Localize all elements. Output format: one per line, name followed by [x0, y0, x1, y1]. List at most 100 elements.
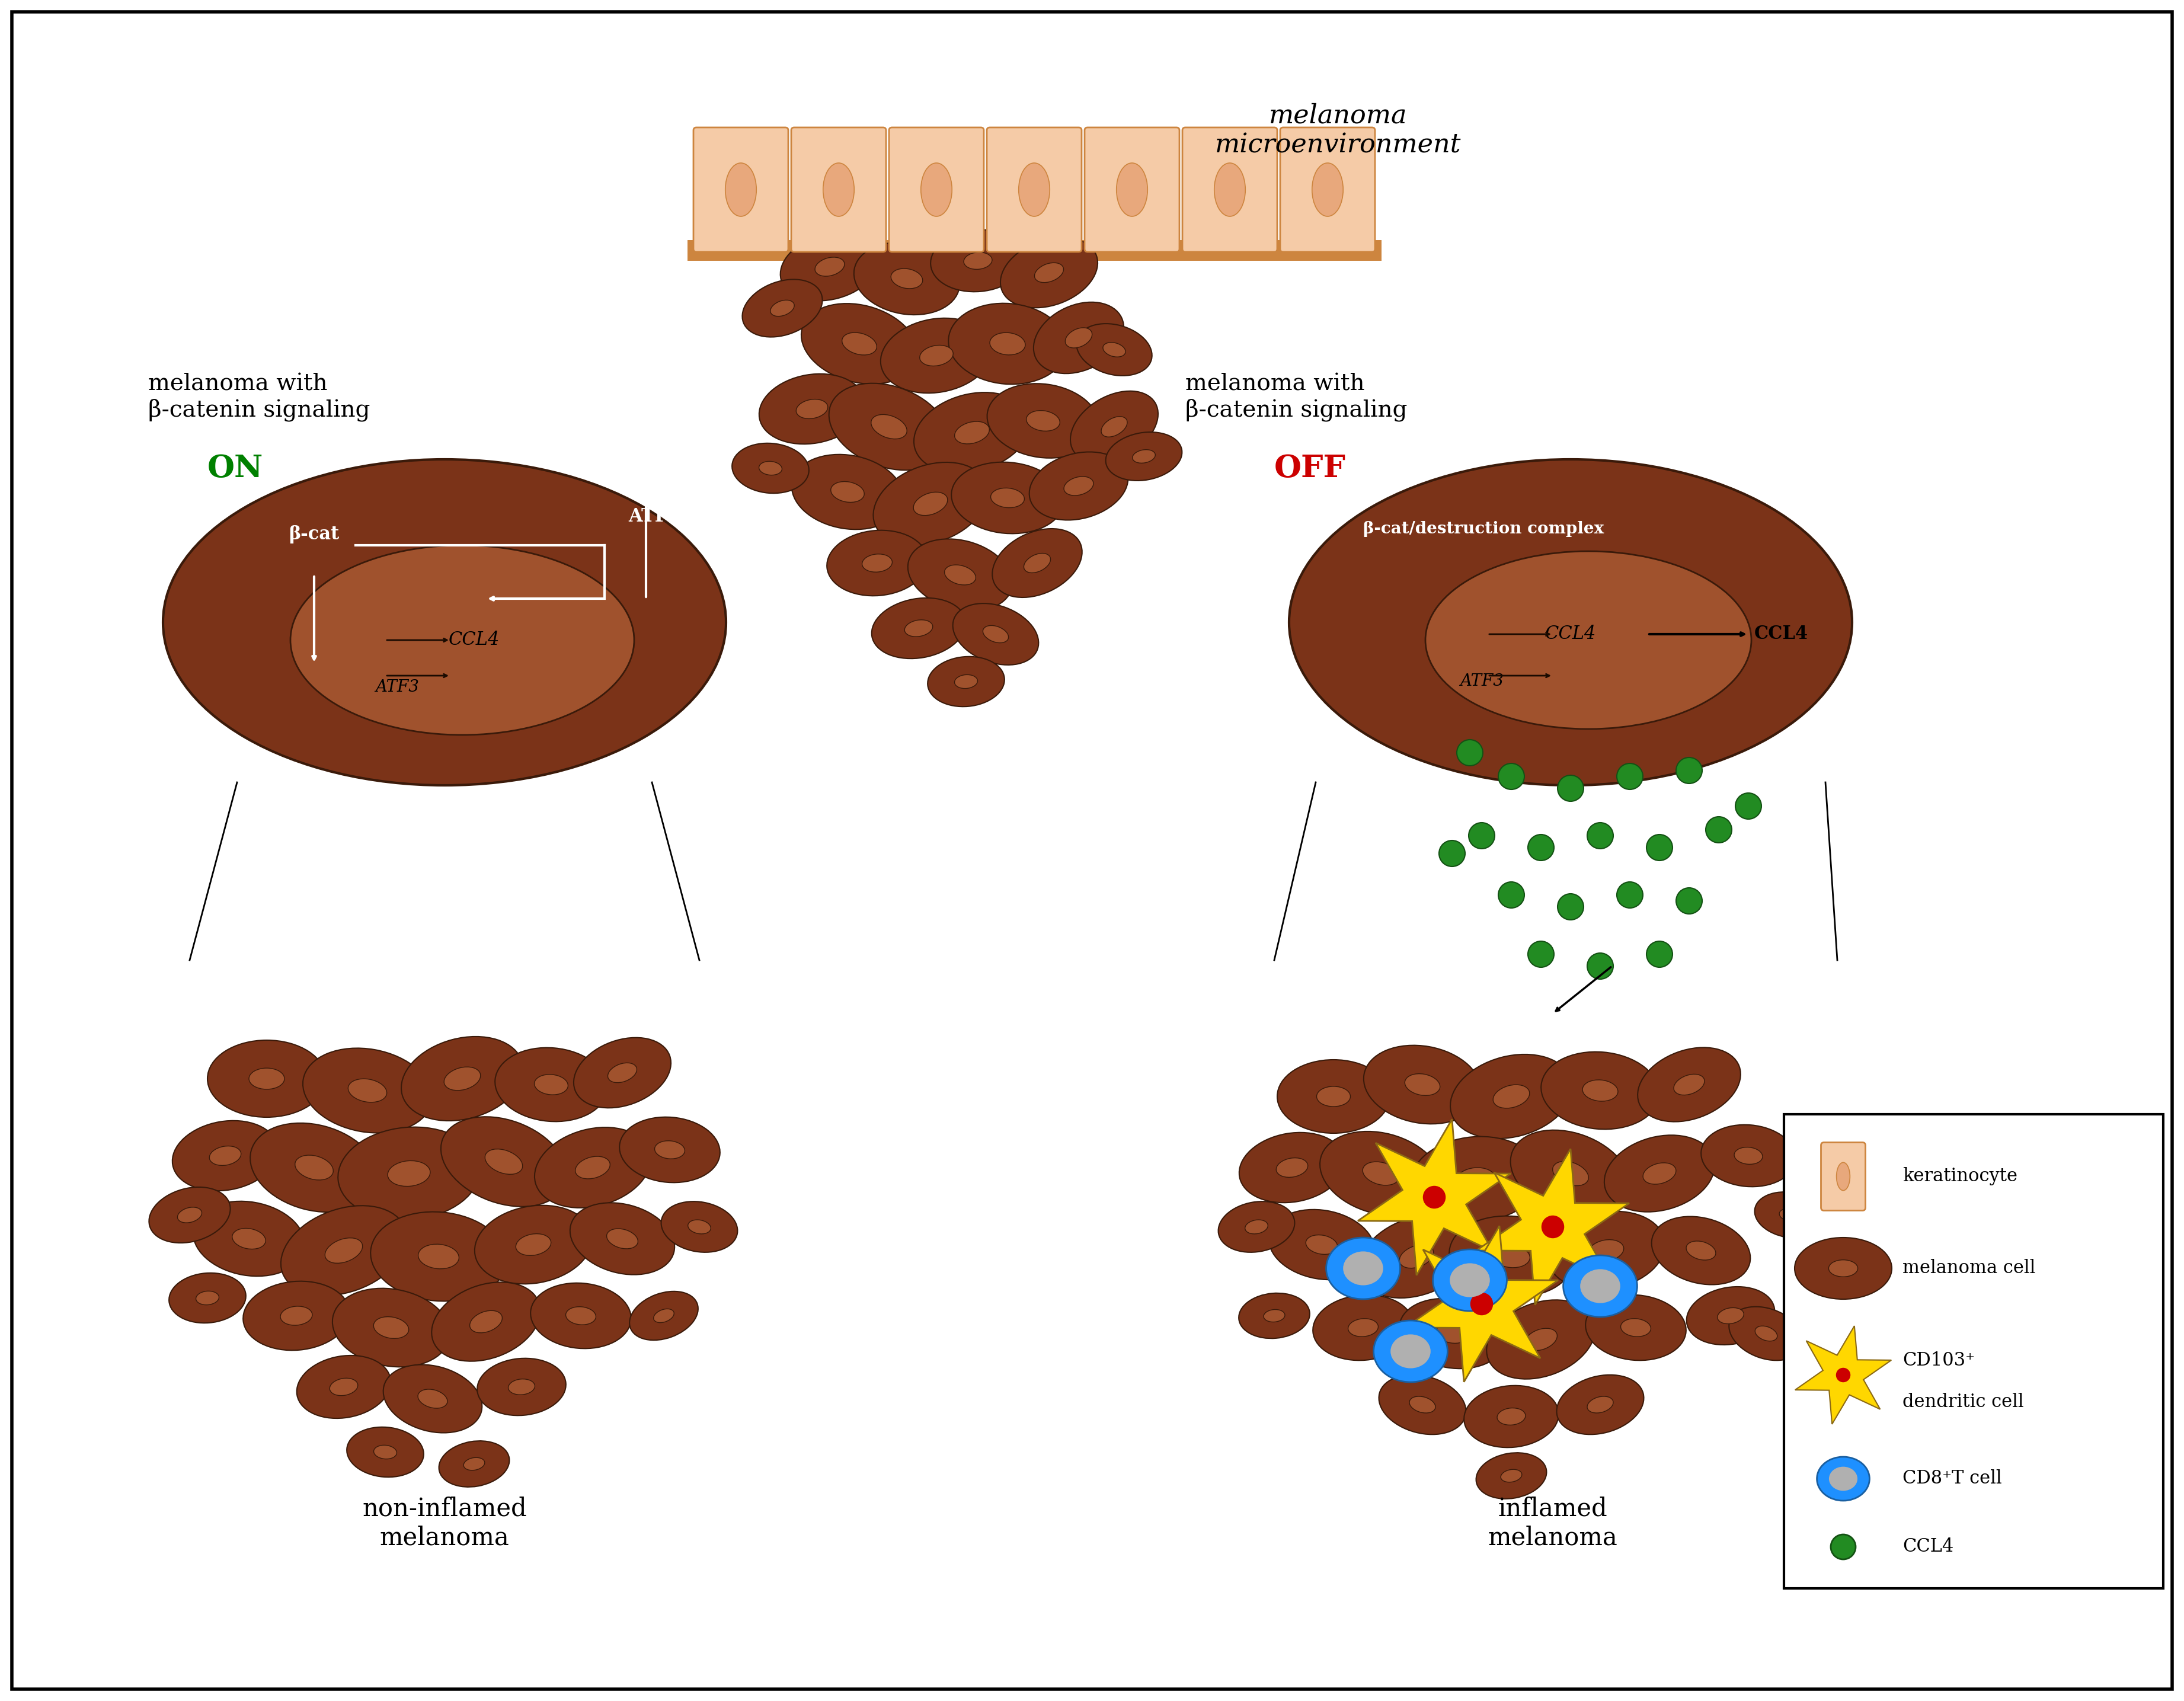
Ellipse shape	[1542, 1216, 1564, 1238]
Ellipse shape	[249, 1068, 284, 1089]
Ellipse shape	[1511, 1129, 1631, 1216]
Ellipse shape	[417, 1390, 448, 1408]
Ellipse shape	[1468, 823, 1494, 849]
Ellipse shape	[443, 1067, 480, 1090]
Ellipse shape	[332, 1288, 450, 1368]
Ellipse shape	[1214, 163, 1245, 216]
Ellipse shape	[1035, 262, 1064, 282]
Ellipse shape	[954, 675, 978, 689]
FancyBboxPatch shape	[1280, 128, 1376, 252]
Ellipse shape	[439, 1441, 509, 1487]
Ellipse shape	[1529, 941, 1555, 968]
Ellipse shape	[574, 1038, 670, 1107]
Ellipse shape	[1817, 1456, 1870, 1500]
Ellipse shape	[1278, 1060, 1389, 1133]
Ellipse shape	[282, 1206, 406, 1296]
Ellipse shape	[1734, 1146, 1762, 1163]
Ellipse shape	[1557, 1374, 1645, 1434]
Ellipse shape	[1583, 1080, 1618, 1101]
Ellipse shape	[1133, 449, 1155, 463]
Text: inflamed
melanoma: inflamed melanoma	[1487, 1497, 1618, 1550]
Ellipse shape	[954, 422, 989, 444]
Ellipse shape	[983, 626, 1009, 643]
Ellipse shape	[1103, 342, 1125, 357]
Ellipse shape	[1463, 1386, 1559, 1448]
Text: ATF3: ATF3	[376, 679, 419, 696]
Ellipse shape	[871, 415, 906, 439]
Ellipse shape	[417, 1243, 459, 1269]
Ellipse shape	[913, 393, 1031, 473]
Ellipse shape	[1717, 1308, 1743, 1323]
Ellipse shape	[1457, 1167, 1496, 1191]
Ellipse shape	[1000, 238, 1099, 308]
Ellipse shape	[325, 1238, 363, 1264]
Ellipse shape	[1616, 764, 1642, 789]
Ellipse shape	[496, 1048, 607, 1121]
Ellipse shape	[1400, 1245, 1433, 1269]
Ellipse shape	[930, 230, 1024, 293]
Ellipse shape	[963, 252, 992, 269]
Ellipse shape	[1101, 417, 1127, 437]
Ellipse shape	[1363, 1046, 1481, 1124]
Ellipse shape	[732, 444, 808, 493]
Ellipse shape	[177, 1208, 201, 1223]
Ellipse shape	[1529, 835, 1555, 861]
Ellipse shape	[242, 1281, 349, 1351]
Ellipse shape	[880, 318, 992, 393]
Ellipse shape	[347, 1078, 387, 1102]
Ellipse shape	[232, 1228, 266, 1249]
Ellipse shape	[1706, 816, 1732, 842]
Ellipse shape	[509, 1380, 535, 1395]
Text: ATF3: ATF3	[629, 507, 679, 526]
FancyBboxPatch shape	[1784, 1114, 2164, 1589]
Ellipse shape	[1105, 432, 1182, 481]
Text: CD103⁺: CD103⁺	[1902, 1351, 1974, 1369]
Ellipse shape	[1219, 1201, 1295, 1252]
Ellipse shape	[1116, 163, 1147, 216]
Ellipse shape	[432, 1283, 539, 1361]
Ellipse shape	[1736, 793, 1762, 820]
FancyBboxPatch shape	[695, 128, 788, 252]
Text: melanoma cell: melanoma cell	[1902, 1259, 2035, 1277]
Ellipse shape	[688, 1220, 710, 1233]
Ellipse shape	[1588, 1397, 1614, 1414]
Ellipse shape	[1675, 888, 1701, 913]
Ellipse shape	[531, 1283, 631, 1349]
Ellipse shape	[1557, 776, 1583, 801]
Ellipse shape	[1358, 1215, 1474, 1298]
Ellipse shape	[1647, 941, 1673, 968]
Ellipse shape	[1269, 1209, 1374, 1279]
Text: dendritic cell: dendritic cell	[1902, 1393, 2025, 1410]
Ellipse shape	[402, 1036, 524, 1121]
Ellipse shape	[948, 303, 1066, 384]
Ellipse shape	[992, 488, 1024, 507]
Ellipse shape	[441, 1118, 566, 1206]
Ellipse shape	[1422, 1186, 1446, 1209]
Ellipse shape	[928, 657, 1005, 706]
Ellipse shape	[197, 1291, 218, 1305]
Text: CCL4: CCL4	[1902, 1538, 1955, 1556]
Ellipse shape	[1245, 1220, 1269, 1233]
Ellipse shape	[1564, 1255, 1638, 1317]
Ellipse shape	[828, 531, 928, 595]
Text: CCL4: CCL4	[1544, 624, 1597, 643]
Ellipse shape	[1500, 1470, 1522, 1482]
Ellipse shape	[173, 1121, 277, 1191]
Ellipse shape	[629, 1291, 699, 1340]
Text: ATF3: ATF3	[1459, 674, 1503, 689]
Ellipse shape	[1828, 1260, 1859, 1277]
Ellipse shape	[1548, 1211, 1664, 1289]
Ellipse shape	[653, 1308, 675, 1323]
Ellipse shape	[1348, 1318, 1378, 1337]
Ellipse shape	[1374, 1320, 1448, 1383]
Ellipse shape	[1275, 1158, 1308, 1177]
Ellipse shape	[1433, 1249, 1507, 1311]
Ellipse shape	[725, 163, 756, 216]
Text: β-cat/destruction complex: β-cat/destruction complex	[1363, 521, 1603, 538]
Ellipse shape	[295, 1155, 334, 1180]
FancyBboxPatch shape	[1821, 1143, 1865, 1211]
Ellipse shape	[874, 463, 987, 546]
Ellipse shape	[485, 1148, 522, 1174]
Ellipse shape	[566, 1306, 596, 1325]
Text: melanoma with
β-catenin signaling: melanoma with β-catenin signaling	[1186, 373, 1406, 422]
